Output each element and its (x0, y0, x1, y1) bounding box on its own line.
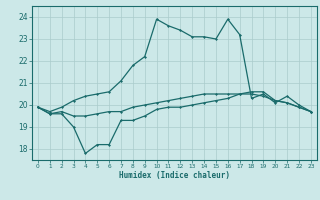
X-axis label: Humidex (Indice chaleur): Humidex (Indice chaleur) (119, 171, 230, 180)
